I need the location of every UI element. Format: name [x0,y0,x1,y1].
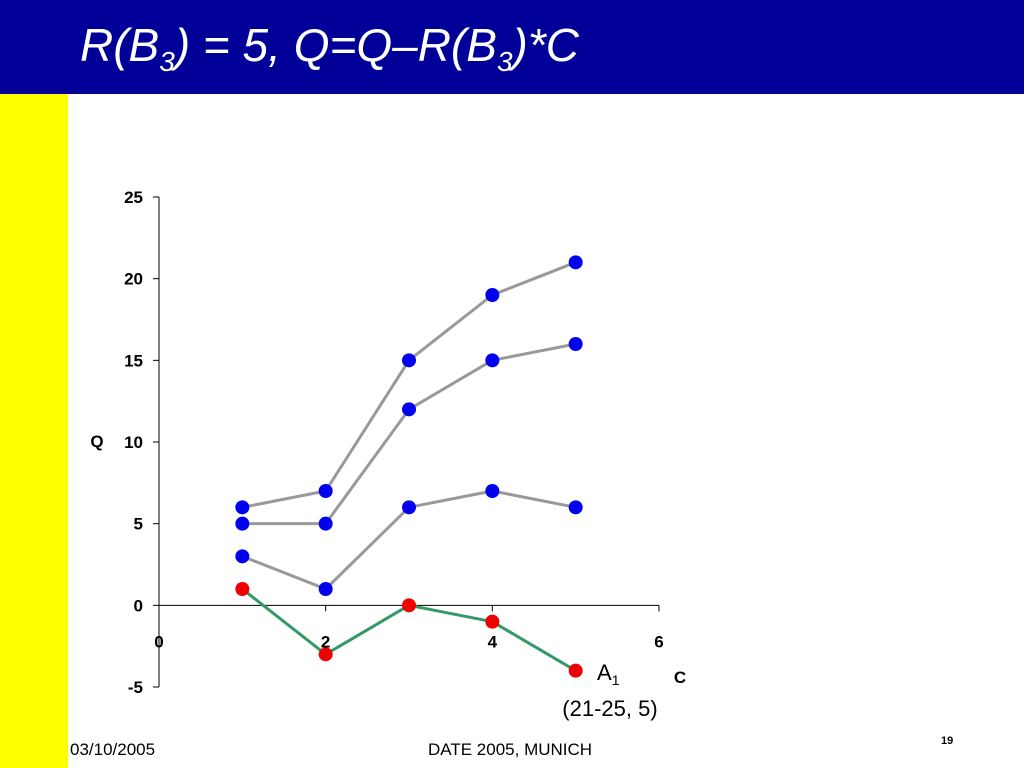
series-2-point [485,353,500,368]
y-tick-label: 15 [124,351,143,370]
title-bar: R(B3) = 5, Q=Q–R(B3)*C [0,0,1024,94]
footer-date: 03/10/2005 [70,740,156,759]
slide-title: R(B3) = 5, Q=Q–R(B3)*C [80,19,579,76]
title-subscript-2: 3 [496,46,513,77]
series-2-point [318,516,333,531]
y-tick-label: -5 [128,678,143,697]
series-4-point [485,614,500,629]
y-tick-label: 20 [124,270,143,289]
title-middle: ) = 5, Q=Q–R(B [174,19,497,71]
title-subscript-1: 3 [159,46,175,77]
series-1-point [318,484,333,498]
annotation-range-label: (21-25, 5) [562,696,657,721]
x-tick-label: 6 [654,632,663,651]
left-accent-band [0,94,68,768]
y-tick-label: 10 [124,433,143,452]
series-points [235,255,583,678]
series-1-point [402,353,416,368]
series-3-point [318,582,333,596]
series-1-point [568,255,583,270]
series-3-point [485,484,500,498]
y-tick-label: 25 [124,188,143,207]
series-4-point [318,647,333,662]
series-3-point [568,500,583,515]
x-tick-label: 2 [321,632,330,651]
series-2-point [402,402,416,417]
annotation-label-main: A [597,660,612,685]
y-axis-label: Q [90,432,103,451]
slide-number: 19 [941,735,954,747]
y-tick-label: 0 [134,596,143,615]
title-prefix: R(B [80,19,160,71]
series-2-point [235,516,250,531]
series-3-point [235,549,250,564]
series-4-point [235,582,250,596]
annotation-label-sub: 1 [612,672,620,688]
series-1-line [242,260,577,509]
series-1-point [485,288,500,302]
series-3-point [402,500,416,515]
chart-labels: Q C A1 (21-25, 5) [90,432,686,721]
annotation-label: A1 [597,660,620,688]
x-axis-label: C [674,668,686,687]
x-tick-label: 4 [488,632,498,651]
series-2-point [568,337,583,351]
series-4-point [402,598,416,613]
y-tick-label: 5 [134,515,143,534]
footer-event: DATE 2005, MUNICH [428,740,593,759]
title-suffix: )*C [512,19,579,71]
chart-axes: -5 0 5 10 15 20 25 0 2 4 6 [124,188,664,697]
x-tick-label: 0 [154,632,163,651]
series-1-point [235,500,250,515]
series-4-point [568,663,583,678]
